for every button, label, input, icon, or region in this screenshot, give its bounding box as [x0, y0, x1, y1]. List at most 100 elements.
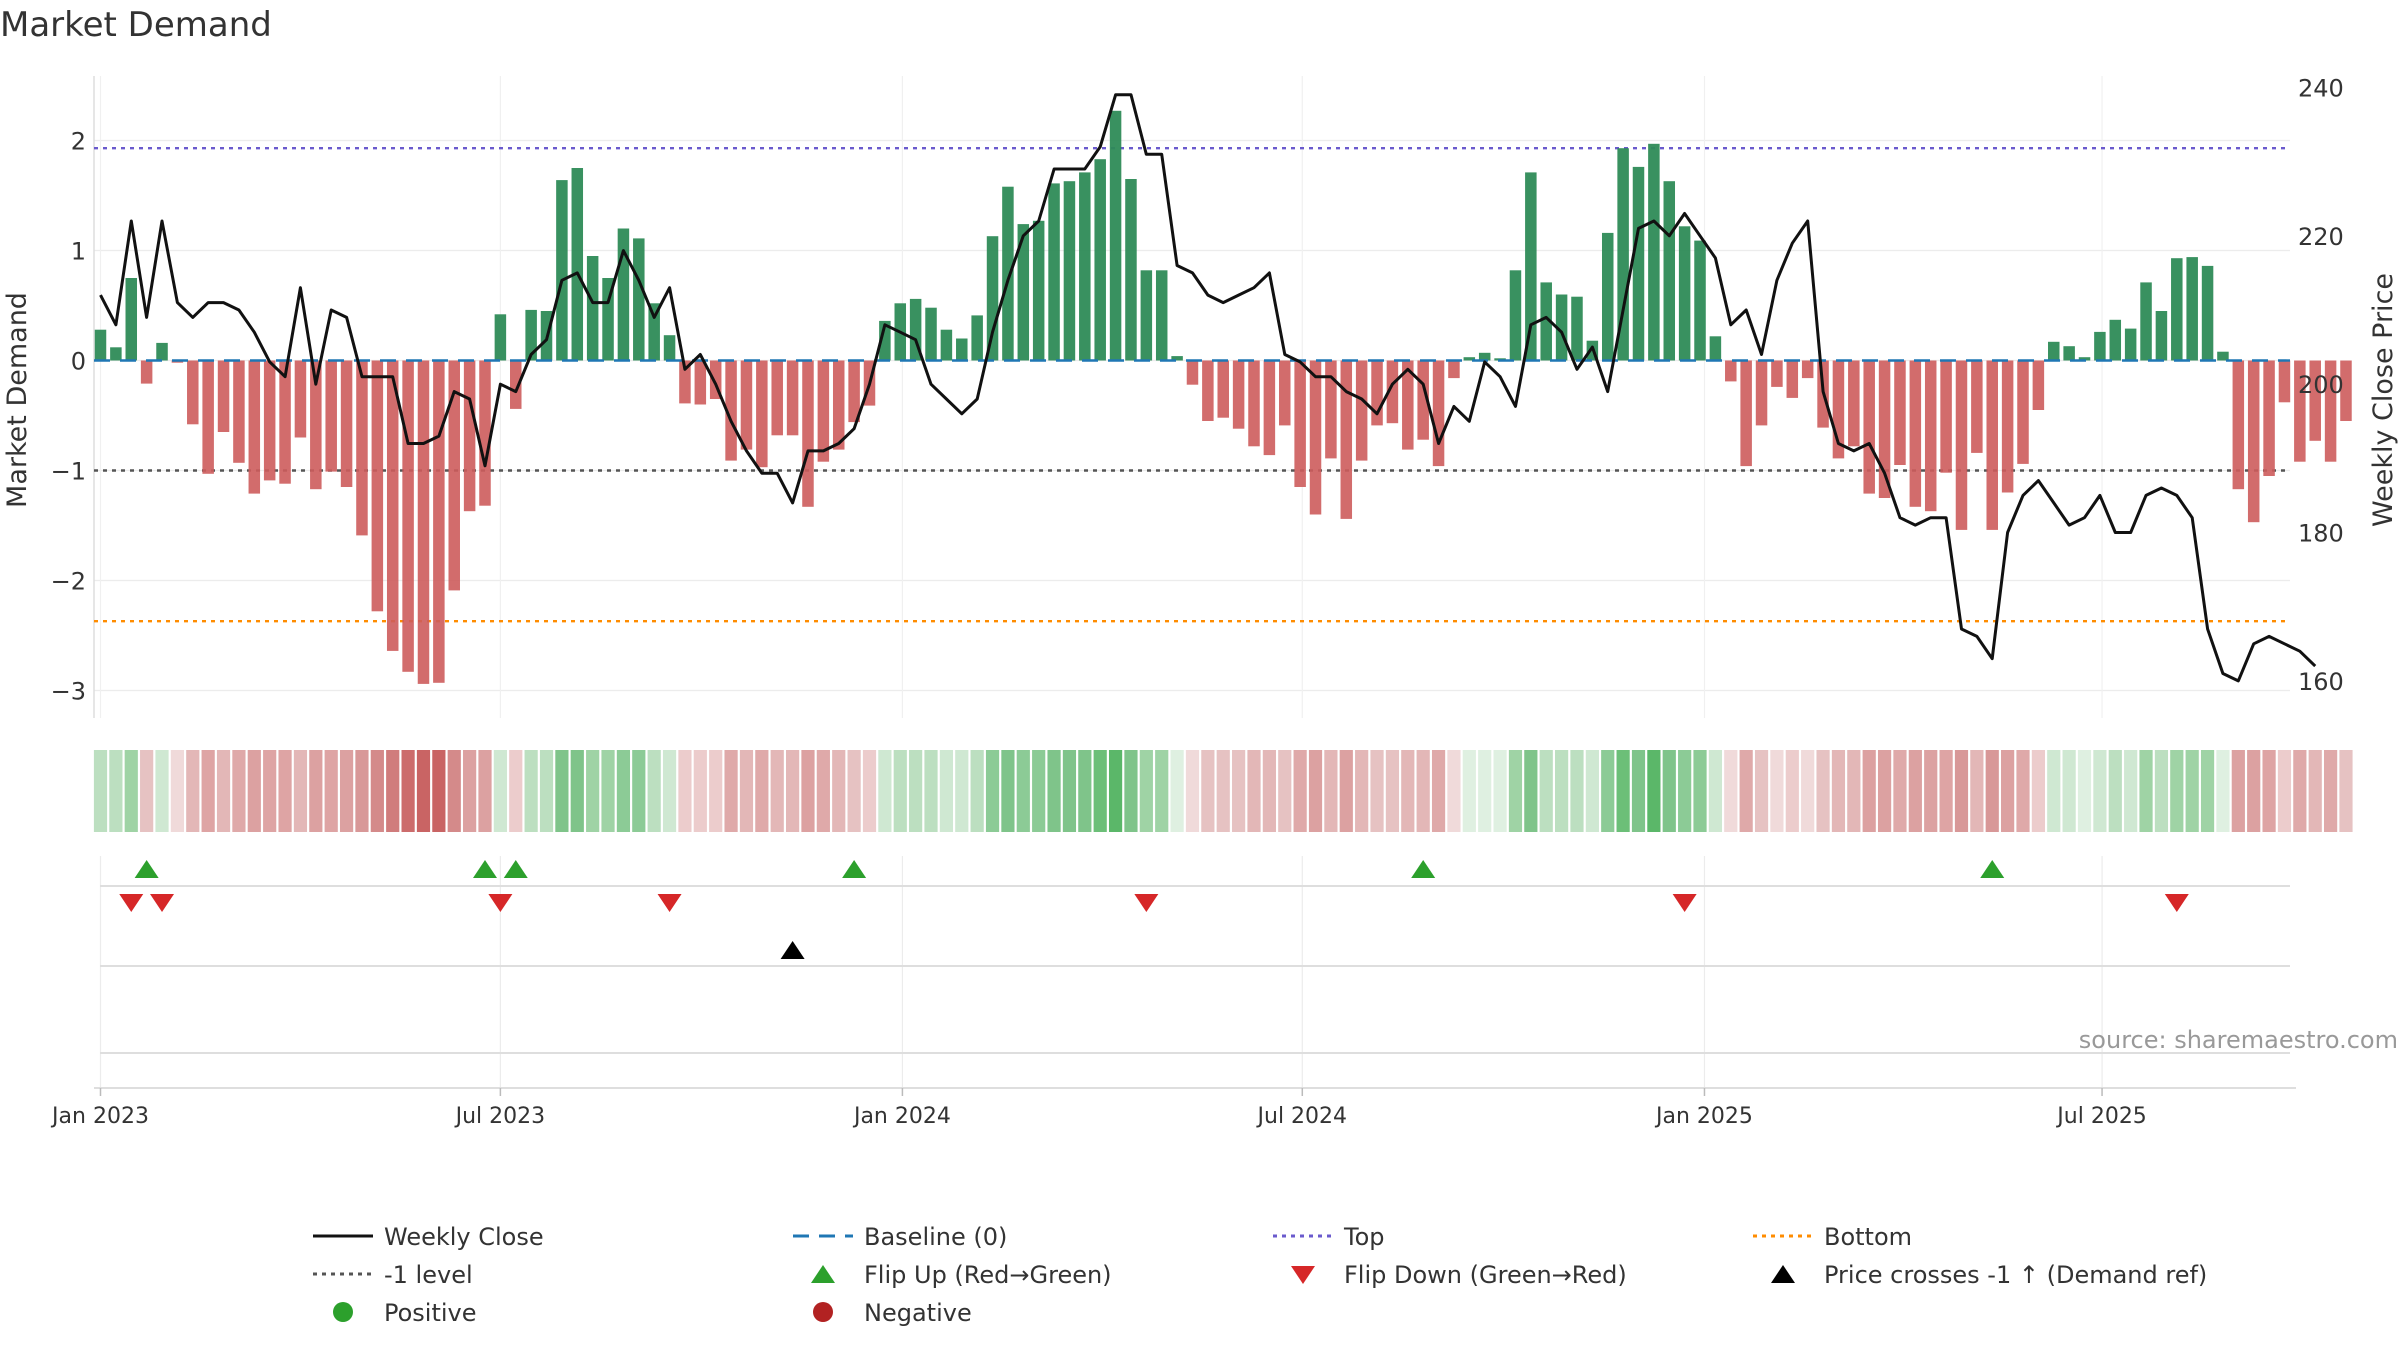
strip-cell [955, 750, 969, 832]
svg-text:Flip Up (Red→Green): Flip Up (Red→Green) [864, 1261, 1112, 1289]
demand-bar [1171, 356, 1183, 361]
demand-bar [1786, 360, 1799, 398]
strip-cell [1124, 750, 1138, 832]
strip-cell [247, 750, 261, 832]
demand-bar [371, 360, 384, 612]
strip-cell [386, 750, 400, 832]
svg-text:Baseline (0): Baseline (0) [864, 1223, 1007, 1251]
strip-cell [1139, 750, 1153, 832]
demand-bar [1678, 226, 1691, 361]
strip-cell [339, 750, 354, 832]
strip-cell [1708, 750, 1722, 832]
demand-bar [1017, 224, 1030, 361]
demand-bar [2032, 360, 2045, 410]
demand-bar [648, 303, 660, 361]
strip-cell [539, 750, 554, 832]
strip-cell [1462, 750, 1476, 832]
demand-bar [2094, 331, 2106, 361]
strip-cell [816, 750, 830, 832]
strip-cell [416, 750, 431, 832]
demand-bar [879, 320, 891, 361]
demand-bar [2171, 258, 2183, 361]
price-cross-icon [1771, 1265, 1795, 1283]
demand-bar [2232, 360, 2245, 490]
strip-cell [1431, 750, 1446, 832]
strip-cell [447, 750, 461, 832]
demand-bar [310, 360, 322, 490]
demand-bar [1217, 360, 1229, 418]
strip-cell [1201, 750, 1215, 832]
demand-bar [756, 360, 768, 468]
demand-bar [1079, 172, 1091, 361]
demand-bar [2186, 257, 2198, 361]
demand-bar [1263, 360, 1276, 456]
strip-cell [278, 750, 292, 832]
demand-bar [1863, 360, 1875, 494]
strip-cell [432, 750, 446, 832]
strip-cell [1308, 750, 1323, 832]
demand-bar [1125, 179, 1137, 361]
demand-bar [1371, 360, 1383, 426]
demand-bar [1109, 110, 1122, 361]
demand-bar [1202, 360, 1214, 421]
demand-bar [340, 360, 353, 487]
x-tick-label: Jul 2024 [1256, 1104, 1348, 1129]
svg-text:-1 level: -1 level [384, 1261, 473, 1289]
demand-bar [1140, 270, 1153, 361]
strip-cell [493, 750, 507, 832]
strip-cell [2247, 750, 2261, 832]
legend-weekly-close: Weekly Close [313, 1223, 544, 1251]
demand-bar [279, 360, 291, 484]
demand-bar [156, 342, 168, 361]
legend-minus-one-level: -1 level [313, 1261, 473, 1289]
demand-bar [1386, 360, 1399, 424]
strip-cell [1062, 750, 1077, 832]
strip-cell [1801, 750, 1815, 832]
demand-bar [402, 360, 414, 672]
strip-cell [770, 750, 784, 832]
svg-text:Negative: Negative [864, 1299, 972, 1327]
svg-text:Price crosses -1 ↑ (Demand ref: Price crosses -1 ↑ (Demand ref) [1824, 1261, 2207, 1289]
strip-cell [1647, 750, 1661, 832]
strip-cell [1570, 750, 1584, 832]
strip-cell [1678, 750, 1692, 832]
demand-bar [633, 238, 645, 361]
demand-bar [187, 360, 199, 425]
strip-cell [1831, 750, 1846, 832]
x-tick-label: Jan 2023 [50, 1104, 149, 1129]
demand-bar [1325, 360, 1337, 459]
strip-cell [2339, 750, 2353, 832]
weekly-close-line [99, 93, 2317, 683]
legend-flip-up: Flip Up (Red→Green) [811, 1261, 1112, 1289]
strip-cell [878, 750, 892, 832]
demand-bar [2340, 360, 2352, 421]
strip-cell [1278, 750, 1292, 832]
price-cross-marker [780, 941, 805, 959]
strip-cell [1447, 750, 1461, 832]
strip-cell [1754, 750, 1769, 832]
legend: Weekly Close Baseline (0) Top Bottom -1 … [313, 1223, 2207, 1327]
demand-bar [1232, 360, 1245, 429]
strip-cell [570, 750, 584, 832]
strip-cell [93, 750, 108, 832]
strip-cell [724, 750, 738, 832]
strip-cell [1785, 750, 1799, 832]
demand-bar [1601, 232, 1614, 361]
strip-cell [140, 750, 154, 832]
strip-cell [2093, 750, 2107, 832]
demand-bar [1663, 181, 1676, 361]
flip-down-marker [488, 894, 513, 912]
strip-cell [293, 750, 308, 832]
strip-cell [1954, 750, 1969, 832]
strip-cell [2031, 750, 2045, 832]
strip-cell [509, 750, 523, 832]
strip-cell [1862, 750, 1876, 832]
strip-cell [2139, 750, 2153, 832]
strip-cell [2216, 750, 2230, 832]
flip-down-marker [1672, 894, 1697, 912]
strip-cell [693, 750, 707, 832]
demand-bar [1924, 360, 1937, 512]
legend-positive: Positive [333, 1299, 477, 1327]
demand-bar [1555, 294, 1568, 361]
demand-bar [217, 360, 230, 432]
